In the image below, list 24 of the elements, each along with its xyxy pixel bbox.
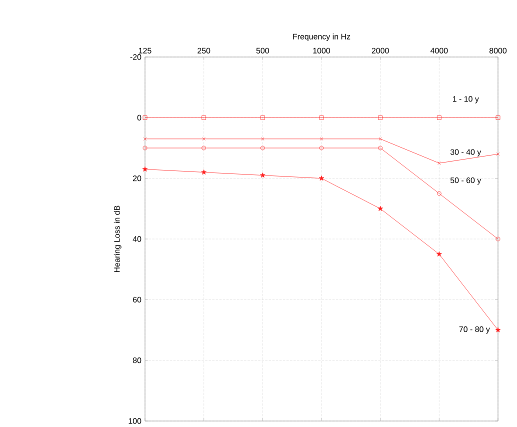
point: [201, 169, 206, 175]
point: [202, 115, 206, 120]
point: [436, 251, 442, 256]
point: [261, 137, 264, 141]
point: [202, 146, 206, 150]
point: [142, 166, 148, 172]
point: [378, 146, 383, 150]
point: [260, 172, 266, 178]
point: [320, 137, 324, 141]
point: [378, 206, 383, 211]
point: [436, 191, 442, 196]
point: [142, 115, 148, 120]
point: [496, 115, 500, 120]
point: [319, 115, 324, 120]
point: [260, 115, 265, 120]
point: [319, 146, 324, 150]
point: [438, 162, 441, 165]
point: [495, 327, 501, 332]
point: [378, 115, 383, 120]
point: [378, 137, 382, 141]
point: [318, 176, 324, 181]
point: [436, 115, 442, 120]
point: [202, 137, 206, 141]
point: [260, 146, 265, 150]
